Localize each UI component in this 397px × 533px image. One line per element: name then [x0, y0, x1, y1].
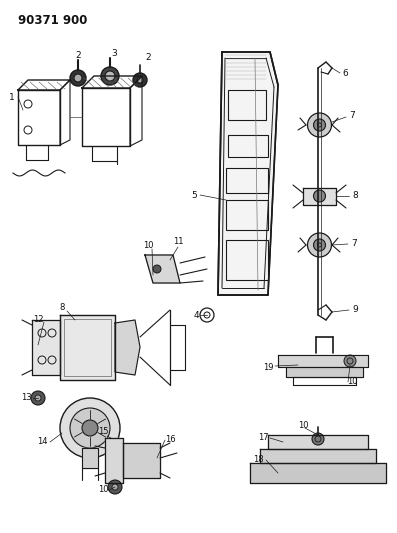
Circle shape [308, 113, 331, 137]
Bar [226, 200, 268, 230]
Polygon shape [60, 315, 115, 380]
Text: 16: 16 [165, 435, 175, 445]
Circle shape [314, 190, 326, 202]
Circle shape [314, 239, 326, 251]
Polygon shape [145, 255, 180, 283]
Text: 90371 900: 90371 900 [18, 14, 87, 27]
Text: 9: 9 [352, 305, 358, 314]
Text: 10: 10 [98, 486, 108, 495]
Polygon shape [268, 435, 368, 449]
Polygon shape [286, 367, 363, 377]
Text: 3: 3 [111, 49, 117, 58]
Circle shape [133, 73, 147, 87]
Polygon shape [218, 52, 278, 295]
Text: 2: 2 [145, 53, 151, 62]
Circle shape [153, 265, 161, 273]
Circle shape [35, 395, 41, 401]
Circle shape [108, 480, 122, 494]
Circle shape [112, 484, 118, 490]
Bar [226, 240, 268, 280]
Text: 7: 7 [349, 110, 355, 119]
Text: 6: 6 [342, 69, 348, 77]
Circle shape [344, 355, 356, 367]
Polygon shape [260, 449, 376, 463]
Circle shape [82, 420, 98, 436]
Polygon shape [32, 320, 60, 375]
Text: 15: 15 [98, 427, 108, 437]
Circle shape [60, 398, 120, 458]
Polygon shape [250, 463, 386, 483]
Text: 5: 5 [191, 190, 197, 199]
Circle shape [70, 408, 110, 448]
Text: 4: 4 [193, 311, 199, 319]
Text: 17: 17 [258, 433, 268, 442]
Text: 7: 7 [351, 239, 357, 248]
Bar [64, 319, 111, 376]
Polygon shape [82, 448, 98, 468]
Circle shape [308, 233, 331, 257]
Text: 10: 10 [347, 377, 357, 386]
Circle shape [31, 391, 45, 405]
Text: 10: 10 [143, 240, 153, 249]
Polygon shape [105, 438, 123, 483]
Circle shape [74, 74, 82, 82]
Circle shape [101, 67, 119, 85]
Text: 11: 11 [173, 238, 183, 246]
Bar [228, 135, 268, 157]
Polygon shape [303, 188, 336, 205]
Circle shape [70, 70, 86, 86]
Text: 12: 12 [33, 316, 43, 325]
Text: 2: 2 [75, 51, 81, 60]
Text: 14: 14 [37, 438, 47, 447]
Polygon shape [278, 355, 368, 367]
Circle shape [137, 77, 143, 83]
Text: 8: 8 [59, 303, 65, 312]
Polygon shape [115, 320, 140, 375]
Text: 8: 8 [352, 190, 358, 199]
Text: 13: 13 [21, 393, 31, 402]
Bar [226, 168, 268, 193]
Circle shape [312, 433, 324, 445]
Circle shape [314, 119, 326, 131]
Text: 10: 10 [298, 421, 308, 430]
Text: 19: 19 [263, 364, 273, 373]
Polygon shape [123, 443, 160, 478]
Text: 1: 1 [9, 93, 15, 101]
Bar [228, 90, 266, 120]
Circle shape [105, 71, 115, 81]
Text: 18: 18 [252, 456, 263, 464]
